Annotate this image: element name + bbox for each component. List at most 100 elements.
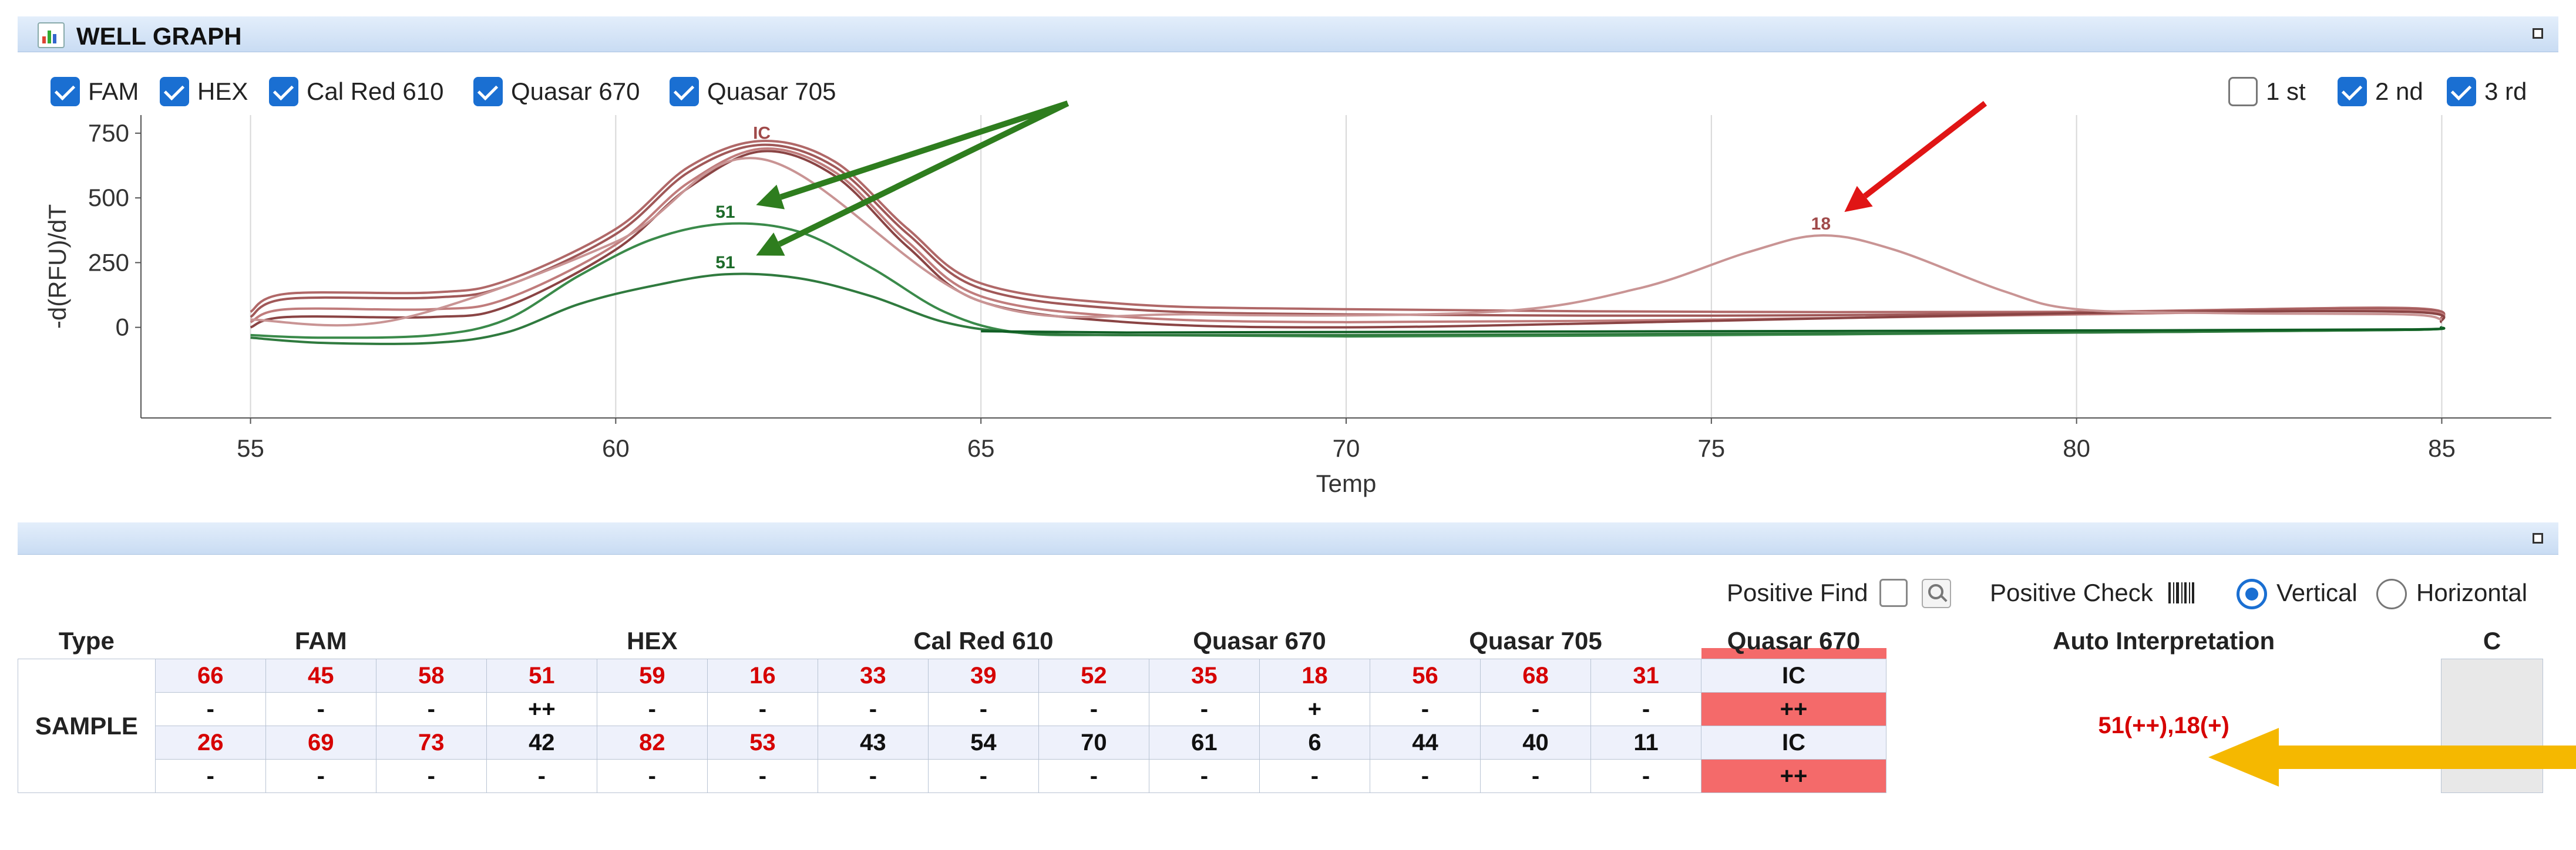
table-cell: 35 [1148, 659, 1260, 693]
col-header-fam: FAM [294, 627, 347, 655]
results-table: Type FAM HEX Cal Red 610 Quasar 670 Quas… [18, 623, 2543, 793]
series-line [250, 147, 2446, 323]
horizontal-radio[interactable] [2376, 579, 2407, 609]
table-cell: 18 [1259, 659, 1370, 693]
x-tick-label: 60 [602, 434, 630, 462]
table-cell: 26 [154, 726, 266, 760]
peak-label: IC [753, 124, 771, 143]
table-row: - - - - - - - - - - - - - - ++ [18, 759, 2543, 793]
table-cell: - [817, 692, 929, 726]
ic-cell: ++ [1700, 692, 1887, 726]
derivative-label: 3 rd [2484, 77, 2527, 105]
table-cell: - [927, 759, 1039, 793]
table-cell: 73 [375, 726, 487, 760]
checkbox-icon[interactable] [51, 77, 80, 106]
table-cell: - [707, 759, 818, 793]
peak-label: 18 [1811, 214, 1831, 234]
green-arrow-lower [778, 100, 1070, 247]
checkbox-icon[interactable] [473, 77, 503, 106]
x-tick-label: 85 [2428, 434, 2456, 462]
checkbox-3rd[interactable]: 3 rd [2447, 75, 2527, 108]
checkbox-icon[interactable] [2447, 77, 2476, 106]
table-cell: 54 [927, 726, 1039, 760]
positive-check-label: Positive Check [1990, 579, 2153, 606]
table-cell: - [927, 692, 1039, 726]
checkbox-1st[interactable]: 1 st [2228, 75, 2306, 108]
y-tick-label: 250 [88, 248, 129, 276]
well-graph-title-bar: WELL GRAPH [18, 16, 2558, 52]
x-tick-label: 55 [237, 434, 264, 462]
table-cell: 69 [265, 726, 376, 760]
checkbox-icon[interactable] [160, 77, 189, 106]
checkbox-icon[interactable] [2338, 77, 2367, 106]
series-line [250, 222, 2446, 339]
y-axis-label: -d(RFU)/dT [43, 204, 71, 329]
restore-icon[interactable] [2533, 28, 2543, 39]
x-tick-label: 80 [2063, 434, 2090, 462]
panel-title: WELL GRAPH [76, 22, 242, 50]
table-cell: 31 [1590, 659, 1702, 693]
table-cell: 52 [1038, 659, 1149, 693]
checkbox-fam[interactable]: FAM [51, 75, 139, 108]
restore-icon[interactable] [2533, 533, 2543, 544]
table-cell: 66 [154, 659, 266, 693]
y-tick-label: 0 [116, 313, 129, 341]
x-tick-label: 65 [967, 434, 995, 462]
ic-cell: IC [1700, 726, 1887, 760]
derivative-label: 1 st [2266, 77, 2306, 105]
table-cell: - [1038, 692, 1149, 726]
results-title-bar [18, 522, 2558, 555]
checkbox-icon[interactable] [2228, 77, 2258, 106]
barcode-icon[interactable] [2167, 581, 2195, 605]
search-icon[interactable] [1922, 579, 1951, 608]
table-cell: - [265, 759, 376, 793]
positive-find-checkbox[interactable] [1879, 579, 1908, 607]
x-tick-label: 70 [1333, 434, 1360, 462]
checkbox-hex[interactable]: HEX [160, 75, 248, 108]
series-line [981, 326, 2446, 334]
table-cell: - [1479, 759, 1591, 793]
checkbox-quasar-705[interactable]: Quasar 705 [670, 75, 836, 108]
checkbox-quasar-670[interactable]: Quasar 670 [473, 75, 640, 108]
table-cell: 59 [596, 659, 708, 693]
channel-label: FAM [88, 77, 139, 105]
graph-app-icon [38, 22, 65, 48]
col-header-type: Type [58, 627, 115, 655]
series-line [250, 150, 2446, 329]
checkbox-icon[interactable] [269, 77, 298, 106]
series-line [250, 140, 2446, 321]
peak-label: 51 [715, 203, 735, 222]
checkbox-2nd[interactable]: 2 nd [2338, 75, 2423, 108]
table-cell: - [1590, 759, 1702, 793]
vertical-label: Vertical [2276, 579, 2358, 606]
sample-type-cell: SAMPLE [18, 659, 156, 793]
table-row: SAMPLE 66 45 58 51 59 16 33 39 52 35 18 56 68 31 IC 51(+… [18, 659, 2543, 793]
green-arrow-lower-head [756, 232, 785, 256]
table-cell: 82 [596, 726, 708, 760]
col-header-quasar-705: Quasar 705 [1469, 627, 1602, 655]
checkbox-cal-red-610[interactable]: Cal Red 610 [269, 75, 443, 108]
checkbox-icon[interactable] [670, 77, 699, 106]
table-cell: ++ [486, 692, 597, 726]
table-cell: - [375, 692, 487, 726]
col-header-quasar-670: Quasar 670 [1193, 627, 1326, 655]
series-line [250, 143, 2446, 321]
table-cell: - [486, 759, 597, 793]
col-header-auto-interpretation: Auto Interpretation [2053, 627, 2275, 655]
col-header-hex: HEX [627, 627, 678, 655]
table-cell: 51 [486, 659, 597, 693]
table-cell: - [596, 759, 708, 793]
table-cell: - [1259, 759, 1370, 793]
yellow-arrow [2208, 728, 2576, 787]
highlight-arrow [2208, 728, 2576, 787]
vertical-radio[interactable] [2237, 579, 2267, 609]
channel-label: Cal Red 610 [307, 77, 444, 105]
y-tick-label: 750 [88, 119, 129, 147]
column-c-cell [2441, 659, 2543, 793]
table-cell: - [375, 759, 487, 793]
series-line [250, 157, 2442, 327]
table-row: 26 69 73 42 82 53 43 54 70 61 6 44 40 11 IC [18, 726, 2543, 760]
table-cell: 68 [1479, 659, 1591, 693]
x-axis-label: Temp [1316, 470, 1377, 497]
auto-interpretation-result: 51(++),18(+) [2098, 713, 2229, 738]
